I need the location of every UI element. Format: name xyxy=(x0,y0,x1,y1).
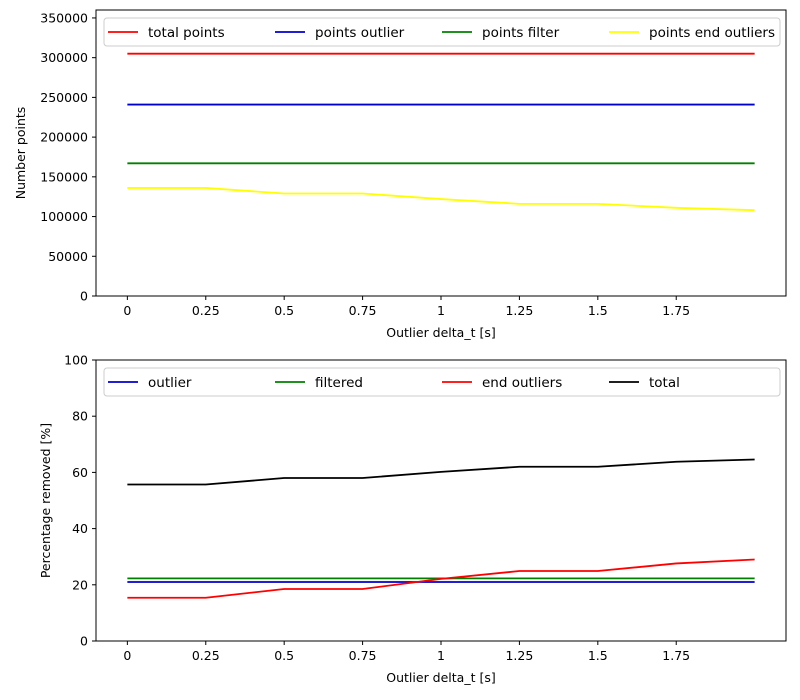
y-tick-label: 80 xyxy=(72,409,88,424)
series-line-4 xyxy=(127,458,755,486)
x-tick-label: 1 xyxy=(437,303,445,318)
y-tick-label: 100000 xyxy=(40,209,88,224)
x-tick-label: 1 xyxy=(437,648,445,663)
x-tick-label: 0 xyxy=(123,648,131,663)
series-line-3 xyxy=(127,558,755,599)
x-tick-label: 0.5 xyxy=(274,303,294,318)
y-axis-label: Percentage removed [%] xyxy=(38,423,53,578)
legend-label: points end outliers xyxy=(649,25,775,41)
y-tick-label: 300000 xyxy=(40,50,88,65)
series-line-4 xyxy=(127,187,755,212)
y-tick-label: 0 xyxy=(80,634,88,649)
x-tick-label: 1.25 xyxy=(505,648,533,663)
x-tick-label: 1.75 xyxy=(662,303,690,318)
y-tick-label: 40 xyxy=(72,521,88,536)
y-tick-label: 250000 xyxy=(40,90,88,105)
x-tick-label: 0.75 xyxy=(349,303,377,318)
x-tick-label: 1.5 xyxy=(588,648,608,663)
x-tick-label: 0.75 xyxy=(349,648,377,663)
y-tick-label: 200000 xyxy=(40,130,88,145)
x-tick-label: 1.5 xyxy=(588,303,608,318)
x-axis-label: Outlier delta_t [s] xyxy=(386,325,495,340)
y-axis-label: Number points xyxy=(13,107,28,200)
legend-label: points outlier xyxy=(315,25,405,41)
x-tick-label: 0.5 xyxy=(274,648,294,663)
y-tick-label: 60 xyxy=(72,465,88,480)
chart-panel-1: 0 0.25 0.5 0.75 1 1.25 1.5 1.75 0 50000 100000 1500… xyxy=(13,9,787,340)
legend-label: points filter xyxy=(482,25,560,41)
x-tick-label: 0.25 xyxy=(192,648,220,663)
legend: total points points outlier points filter p… xyxy=(103,17,781,47)
plot-frame xyxy=(95,9,787,297)
chart-panel-2: 0 0.25 0.5 0.75 1 1.25 1.5 1.75 0 20 40 60 80 100 Outl… xyxy=(38,353,787,685)
y-tick-label: 50000 xyxy=(48,249,88,264)
x-axis-label: Outlier delta_t [s] xyxy=(386,670,495,685)
legend-label: outlier xyxy=(148,375,192,391)
plot-frame xyxy=(95,359,787,642)
x-tick-label: 0.25 xyxy=(192,303,220,318)
y-tick-label: 20 xyxy=(72,577,88,592)
legend-label: total xyxy=(649,375,680,391)
y-tick-label: 150000 xyxy=(40,169,88,184)
x-tick-label: 1.25 xyxy=(505,303,533,318)
y-tick-label: 100 xyxy=(64,353,88,368)
x-tick-label: 1.75 xyxy=(662,648,690,663)
legend: outlier filtered end outliers total xyxy=(103,367,781,397)
y-tick-label: 0 xyxy=(80,289,88,304)
y-tick-label: 350000 xyxy=(40,10,88,25)
x-tick-label: 0 xyxy=(123,303,131,318)
legend-label: end outliers xyxy=(482,375,562,391)
legend-label: total points xyxy=(148,25,225,41)
legend-label: filtered xyxy=(315,375,363,391)
